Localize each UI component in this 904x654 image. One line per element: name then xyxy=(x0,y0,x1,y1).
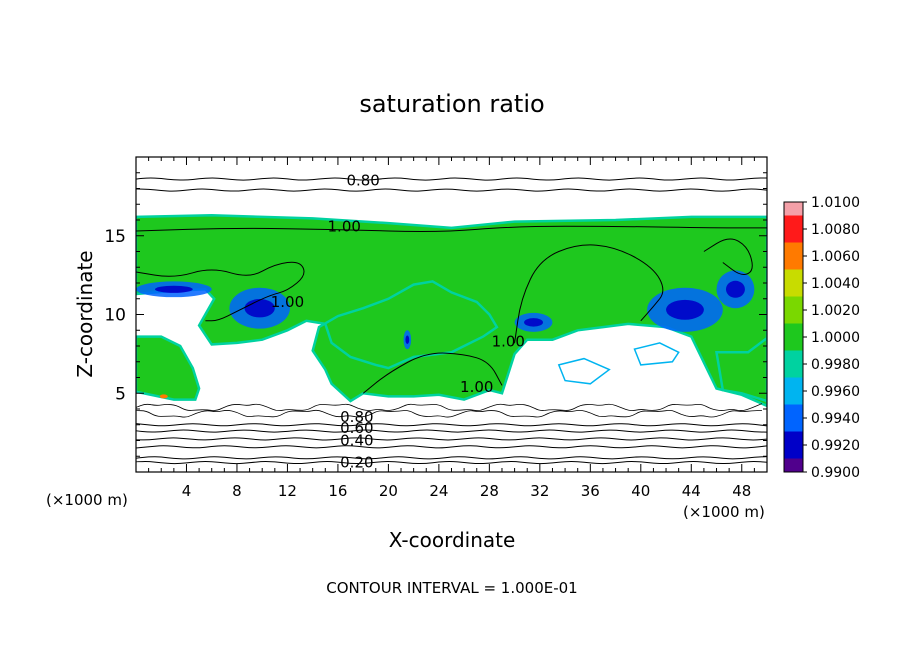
x-tick-label: 24 xyxy=(429,482,448,500)
colorbar-swatch xyxy=(784,418,803,432)
colorbar-swatch xyxy=(784,445,803,459)
contour-label: 0.40 xyxy=(340,432,373,450)
navy-core-3 xyxy=(154,285,193,293)
colorbar-label: 0.9920 xyxy=(811,438,860,454)
colorbar-label: 1.0060 xyxy=(811,249,860,265)
x-tick-label: 4 xyxy=(182,482,192,500)
x-tick-label: 32 xyxy=(530,482,549,500)
x-unit-left: (×1000 m) xyxy=(46,491,128,509)
colorbar-label: 1.0000 xyxy=(811,330,860,346)
colorbar-label: 1.0040 xyxy=(811,276,860,292)
contour-label: 1.00 xyxy=(460,378,493,396)
x-tick-label: 16 xyxy=(328,482,347,500)
colorbar-label: 1.0080 xyxy=(811,222,860,238)
colorbar-swatch xyxy=(784,242,803,256)
colorbar-swatch xyxy=(784,458,803,472)
colorbar-label: 0.9940 xyxy=(811,411,860,427)
far-right-cloud-region xyxy=(715,336,767,403)
supersaturation-spot xyxy=(159,394,168,399)
colorbar-swatch xyxy=(784,391,803,405)
contour-line-0.40 xyxy=(136,445,767,449)
contour-label: 1.00 xyxy=(271,293,304,311)
colorbar-swatch xyxy=(784,283,803,297)
contour-line-1-00-0 xyxy=(136,225,767,233)
navy-core-5 xyxy=(405,335,410,344)
x-tick-label: 36 xyxy=(581,482,600,500)
contour-label: 0.80 xyxy=(346,172,379,190)
contour-line-0.20 xyxy=(136,460,767,465)
colorbar-swatch xyxy=(784,377,803,391)
colorbar-swatch xyxy=(784,202,803,216)
contour-interval-note: CONTOUR INTERVAL = 1.000E-01 xyxy=(326,579,577,597)
contour-line-1-00-1 xyxy=(514,244,664,344)
x-tick-label: 48 xyxy=(732,482,751,500)
colorbar-label: 0.9960 xyxy=(811,384,860,400)
x-tick-label: 44 xyxy=(682,482,701,500)
chart-title: saturation ratio xyxy=(359,90,544,118)
x-tick-label: 20 xyxy=(379,482,398,500)
colorbar-swatch xyxy=(784,364,803,378)
colorbar-swatch xyxy=(784,269,803,283)
y-tick-label: 10 xyxy=(104,306,126,326)
colorbar-swatch xyxy=(784,431,803,445)
contour-label: 0.60 xyxy=(340,419,373,437)
contour-line-wavy-1 xyxy=(136,409,762,418)
x-axis-label: X-coordinate xyxy=(389,528,516,552)
contour-line-0.80 xyxy=(136,177,767,181)
colorbar: 1.0100 1.0080 1.0060 1.0040 1.0020 1.0000 0.99… xyxy=(783,195,860,481)
contour-line-wavy-0 xyxy=(136,403,763,412)
colorbar-label: 1.0100 xyxy=(811,195,860,211)
navy-core-1 xyxy=(666,299,704,320)
colorbar-swatch xyxy=(784,350,803,364)
x-tick-label: 8 xyxy=(232,482,242,500)
x-tick-label: 40 xyxy=(631,482,650,500)
navy-core-4 xyxy=(524,318,543,327)
y-tick-label: 5 xyxy=(115,384,126,404)
contour-label: 1.00 xyxy=(328,217,361,235)
colorbar-swatch xyxy=(784,229,803,243)
x-unit-right: (×1000 m) xyxy=(683,503,765,521)
y-axis-label: Z-coordinate xyxy=(73,250,97,377)
contour-line-1-00-3 xyxy=(362,352,503,394)
y-tick-label: 15 xyxy=(104,227,126,247)
contour-line-1-00-2 xyxy=(136,261,305,322)
contour-line-0.80 xyxy=(136,188,767,192)
colorbar-swatch xyxy=(784,215,803,229)
colorbar-swatch xyxy=(784,323,803,337)
clear-pocket-1 xyxy=(557,357,611,385)
contour-line-0.20 xyxy=(136,456,767,460)
colorbar-swatch xyxy=(784,337,803,351)
contour-label: 1.00 xyxy=(492,332,525,350)
field-layers: 0.801.001.001.001.000.800.600.400.20 xyxy=(136,172,767,472)
colorbar-swatch xyxy=(784,404,803,418)
contour-line-0.40 xyxy=(136,437,767,441)
x-tick-label: 12 xyxy=(278,482,297,500)
navy-core-2 xyxy=(725,280,745,298)
x-tick-label: 28 xyxy=(480,482,499,500)
colorbar-swatch xyxy=(784,310,803,324)
upper-cloud-region xyxy=(136,214,767,408)
colorbar-label: 0.9980 xyxy=(811,357,860,373)
contour-label: 0.20 xyxy=(340,454,373,472)
plot-area: 0.801.001.001.001.000.800.600.400.20 xyxy=(136,172,767,472)
contour-label: 0.80 xyxy=(340,408,373,426)
contour-line-1-00-4 xyxy=(703,238,753,275)
clear-pocket-0 xyxy=(633,342,680,366)
colorbar-swatch xyxy=(784,256,803,270)
contour-line-0.60 xyxy=(136,429,767,433)
left-lower-cloud-region xyxy=(136,335,201,401)
colorbar-label: 0.9900 xyxy=(811,465,860,481)
colorbar-label: 1.0020 xyxy=(811,303,860,319)
contour-line-0.60 xyxy=(136,423,767,427)
colorbar-swatch xyxy=(784,296,803,310)
